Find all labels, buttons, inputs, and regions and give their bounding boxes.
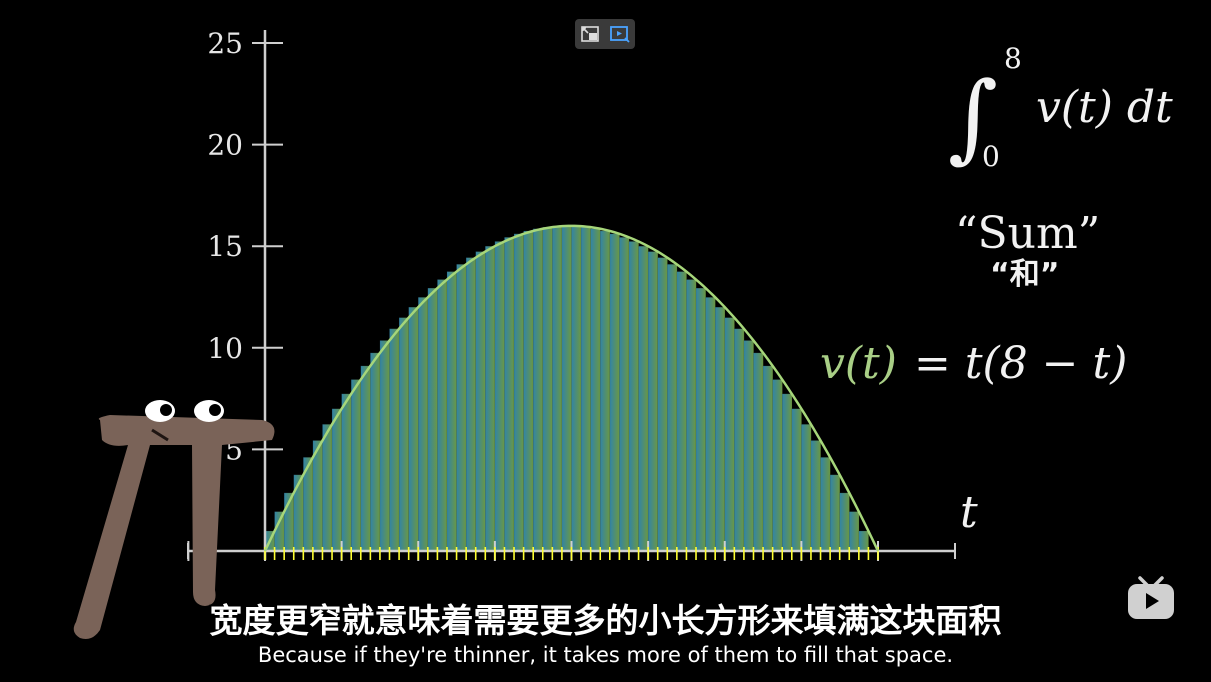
velocity-curve-line [263, 224, 880, 552]
riemann-rectangle [552, 225, 563, 552]
riemann-rectangle [427, 287, 438, 552]
integral-sign: ∫ [948, 61, 998, 173]
riemann-rectangle [494, 241, 505, 552]
riemann-rectangle [561, 225, 572, 552]
riemann-rectangle [389, 328, 400, 552]
riemann-rectangle [571, 225, 582, 552]
riemann-rectangle [360, 365, 371, 552]
riemann-rectangle [379, 340, 391, 552]
riemann-rectangle [619, 237, 630, 552]
riemann-rectangle [810, 440, 822, 552]
riemann-rectangle [695, 287, 707, 552]
riemann-rectangle [350, 379, 362, 552]
riemann-rectangle [609, 233, 620, 552]
integral-lower-limit: 0 [982, 140, 1000, 173]
function-rhs: = t(8 − t) [914, 338, 1127, 389]
sum-label: “Sum” [955, 208, 1100, 259]
riemann-rectangle [437, 279, 448, 552]
riemann-rectangle [456, 263, 467, 552]
pi-creature-left-pupil [160, 404, 172, 416]
riemann-rectangle [331, 408, 343, 552]
riemann-rectangle [638, 245, 649, 552]
sum-label-chinese: “和” [990, 257, 1059, 292]
riemann-rectangle [801, 424, 812, 552]
riemann-rectangle [465, 257, 477, 552]
riemann-rectangle [781, 393, 793, 552]
player-overlay-controls [575, 19, 635, 49]
integral-upper-limit: 8 [1004, 42, 1022, 75]
riemann-rectangle [475, 251, 486, 552]
subtitle-chinese: 宽度更窄就意味着需要更多的小长方形来填满这块面积 [209, 601, 1002, 640]
riemann-rectangle [513, 233, 525, 552]
pi-creature-brow [151, 428, 169, 442]
riemann-rectangle [714, 306, 726, 552]
riemann-rectangle [523, 230, 534, 552]
riemann-rectangle [734, 328, 745, 552]
riemann-rectangle [590, 228, 601, 552]
cast-screen-icon[interactable] [609, 24, 631, 44]
riemann-rectangle [580, 226, 592, 552]
pi-creature-body [73, 415, 275, 639]
subtitle-english: Because if they're thinner, it takes mor… [257, 643, 954, 667]
pi-creature [73, 400, 275, 639]
riemann-rectangle [686, 279, 697, 552]
riemann-rectangle [504, 237, 515, 552]
t-axis-label: t [960, 487, 978, 538]
riemann-rectangle [666, 263, 678, 552]
riemann-rectangle [647, 251, 659, 552]
riemann-rectangle [417, 297, 429, 552]
riemann-rectangle [762, 365, 774, 552]
riemann-rectangle [446, 271, 458, 552]
riemann-rectangle [753, 352, 764, 552]
riemann-rectangle [858, 530, 869, 552]
riemann-rectangle [705, 297, 716, 552]
riemann-rectangle [820, 457, 831, 552]
riemann-rectangle [322, 424, 333, 552]
riemann-rectangle [791, 408, 802, 552]
riemann-rectangle [676, 271, 687, 552]
riemann-rectangle [370, 352, 381, 552]
riemann-rectangle [839, 492, 850, 552]
bilibili-tv-logo-icon [1128, 576, 1174, 619]
riemann-rectangle [599, 230, 611, 552]
riemann-rectangle [532, 228, 544, 552]
riemann-rectangle [341, 393, 352, 552]
function-lhs: v(t) [820, 338, 897, 389]
integrand: v(t) dt [1036, 82, 1173, 133]
riemann-rectangle [484, 245, 496, 552]
riemann-rectangle [829, 474, 841, 552]
integral-expression: ∫ 8 0 v(t) dt [948, 42, 1173, 173]
riemann-rectangle [542, 226, 553, 552]
y-tick-label: 20 [207, 129, 243, 162]
riemann-rectangle [772, 379, 783, 552]
picture-in-picture-icon[interactable] [580, 24, 600, 44]
riemann-rectangle [408, 306, 419, 552]
pi-creature-right-pupil [209, 404, 221, 416]
y-tick-label: 10 [207, 332, 243, 365]
riemann-rectangle [743, 340, 754, 552]
riemann-rectangle [848, 511, 860, 552]
riemann-rectangle [398, 317, 410, 552]
y-tick-label: 15 [207, 230, 243, 263]
riemann-rectangle [724, 317, 735, 552]
velocity-curve [263, 224, 880, 552]
y-tick-label: 25 [207, 27, 243, 60]
riemann-rectangle [657, 257, 668, 552]
riemann-rectangle [274, 511, 285, 552]
riemann-rectangle [628, 241, 640, 552]
riemann-rectangles [264, 225, 869, 552]
function-definition: v(t) = t(8 − t) [820, 338, 1127, 389]
